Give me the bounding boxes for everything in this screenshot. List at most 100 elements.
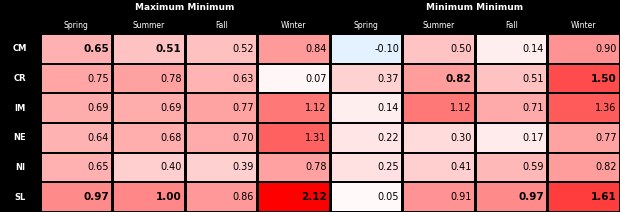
Text: 0.14: 0.14 [523,44,544,54]
Text: 0.52: 0.52 [232,44,254,54]
Text: 0.97: 0.97 [83,192,109,202]
Text: 0.25: 0.25 [378,163,399,173]
Text: 1.12: 1.12 [305,103,327,113]
Bar [404,183,474,211]
Text: Summer: Summer [133,21,165,30]
Text: 0.37: 0.37 [378,74,399,84]
Bar [42,183,111,211]
Text: Spring: Spring [64,21,89,30]
Text: 0.14: 0.14 [378,103,399,113]
Text: 0.59: 0.59 [523,163,544,173]
Bar [114,124,184,152]
Bar [332,124,401,152]
Bar [549,183,619,211]
Text: 0.51: 0.51 [523,74,544,84]
Bar [549,35,619,63]
Text: 0.50: 0.50 [450,44,471,54]
Text: 0.70: 0.70 [232,133,254,143]
Bar [259,183,329,211]
Bar [404,124,474,152]
Text: 1.12: 1.12 [450,103,471,113]
Text: Fall: Fall [215,21,228,30]
Text: 0.75: 0.75 [87,74,109,84]
Bar [332,35,401,63]
Bar [404,65,474,92]
Bar [332,154,401,181]
Text: 0.71: 0.71 [523,103,544,113]
Text: Summer: Summer [423,21,455,30]
Text: 0.69: 0.69 [87,103,109,113]
Text: 1.31: 1.31 [305,133,327,143]
Text: 0.82: 0.82 [446,74,471,84]
Bar [332,94,401,122]
Bar [549,154,619,181]
Text: 0.86: 0.86 [232,192,254,202]
Text: 0.82: 0.82 [595,163,616,173]
Text: 0.68: 0.68 [160,133,182,143]
Text: 2.12: 2.12 [301,192,327,202]
Bar [477,65,546,92]
Text: 0.30: 0.30 [450,133,471,143]
Text: 0.69: 0.69 [160,103,182,113]
Bar [114,154,184,181]
Bar [114,183,184,211]
Bar [42,94,111,122]
Bar [549,65,619,92]
Bar [259,154,329,181]
Bar [42,154,111,181]
Bar [187,65,256,92]
Bar [114,94,184,122]
Bar [187,35,256,63]
Text: 0.78: 0.78 [305,163,327,173]
Text: 0.65: 0.65 [87,163,109,173]
Text: IM: IM [14,104,25,113]
Text: Winter: Winter [281,21,306,30]
Text: 1.00: 1.00 [156,192,182,202]
Bar [42,124,111,152]
Bar [187,94,256,122]
Bar [114,65,184,92]
Bar [42,65,111,92]
Bar [259,94,329,122]
Text: NE: NE [14,133,26,142]
Bar [404,94,474,122]
Text: 0.40: 0.40 [160,163,182,173]
Bar [259,124,329,152]
Text: 0.22: 0.22 [378,133,399,143]
Text: 0.51: 0.51 [156,44,182,54]
Bar [404,35,474,63]
Text: 0.77: 0.77 [232,103,254,113]
Text: 1.61: 1.61 [591,192,616,202]
Bar [404,154,474,181]
Text: NI: NI [15,163,25,172]
Bar [187,183,256,211]
Text: 0.65: 0.65 [83,44,109,54]
Text: -0.10: -0.10 [374,44,399,54]
Bar [549,94,619,122]
Text: Spring: Spring [354,21,379,30]
Text: Winter: Winter [571,21,596,30]
Text: 0.91: 0.91 [450,192,471,202]
Text: 0.41: 0.41 [450,163,471,173]
Bar [549,124,619,152]
Bar [42,35,111,63]
Bar [477,124,546,152]
Bar [187,124,256,152]
Text: 0.90: 0.90 [595,44,616,54]
Text: 0.78: 0.78 [160,74,182,84]
Bar [259,35,329,63]
Text: 0.63: 0.63 [232,74,254,84]
Text: 0.05: 0.05 [378,192,399,202]
Bar [477,35,546,63]
Text: 0.84: 0.84 [305,44,327,54]
Text: SL: SL [14,193,25,202]
Bar [477,94,546,122]
Bar [332,183,401,211]
Bar [114,35,184,63]
Text: 0.64: 0.64 [87,133,109,143]
Text: 0.97: 0.97 [518,192,544,202]
Text: CM: CM [13,44,27,53]
Text: 1.36: 1.36 [595,103,616,113]
Bar [332,65,401,92]
Bar [187,154,256,181]
